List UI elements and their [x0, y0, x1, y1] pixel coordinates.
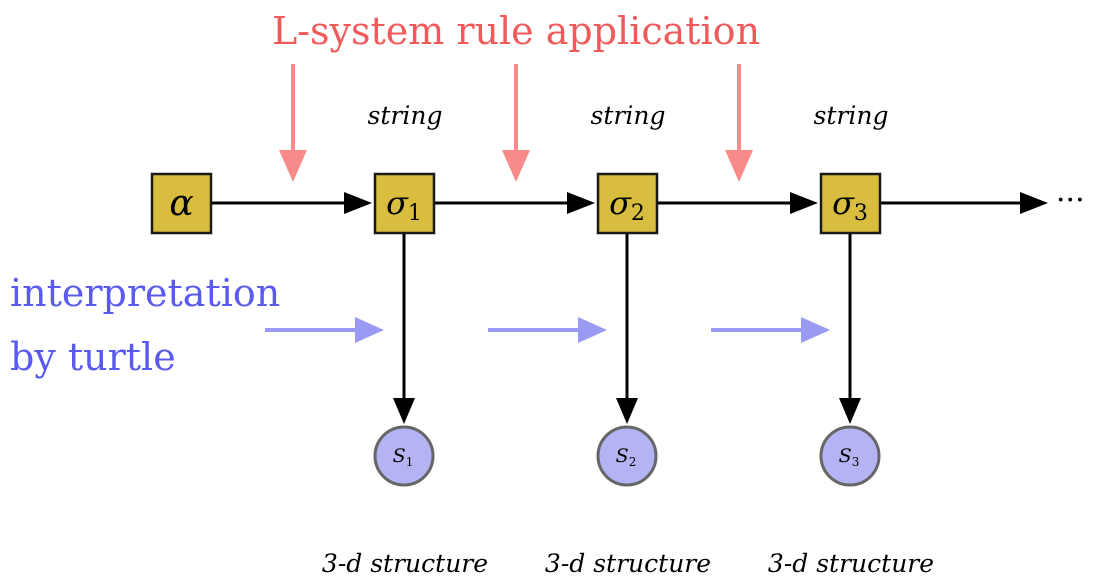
string-index: 2	[631, 201, 645, 226]
svg-text:S1: S1	[393, 445, 414, 469]
side-label-line1: interpretation	[10, 271, 280, 315]
continuation-dots: ···	[1056, 183, 1085, 218]
structure-symbol: S	[616, 445, 629, 467]
structure-node: S3	[819, 425, 881, 487]
structure-node: S2	[596, 425, 658, 487]
structure-label: 3-d structure	[545, 549, 711, 578]
structure-index: 1	[406, 455, 414, 469]
string-node: σ3	[819, 172, 882, 235]
string-symbol: σ	[386, 184, 409, 222]
derivation-arrow	[212, 192, 372, 214]
turtle-arrow	[488, 317, 607, 343]
structure-label: 3-d structure	[768, 549, 934, 578]
string-label: string	[814, 101, 889, 130]
string-node: σ1	[373, 172, 436, 235]
derivation-arrow	[435, 192, 595, 214]
string-index: 3	[854, 201, 868, 226]
turtle-arrow	[265, 317, 384, 343]
axiom-symbol: α	[169, 183, 193, 224]
derivation-arrow	[881, 192, 1048, 214]
derivation-arrow	[658, 192, 818, 214]
svg-text:S3: S3	[839, 445, 860, 469]
svg-text:σ2: σ2	[609, 184, 645, 226]
string-label: string	[591, 101, 666, 130]
structure-symbol: S	[839, 445, 852, 467]
axiom-node: α	[150, 172, 213, 235]
rule-arrow	[725, 64, 753, 182]
structure-index: 2	[629, 455, 637, 469]
svg-text:σ3: σ3	[832, 184, 868, 226]
string-node: σ2	[596, 172, 659, 235]
string-symbol: σ	[832, 184, 855, 222]
string-label: string	[368, 101, 443, 130]
svg-text:σ1: σ1	[386, 184, 422, 226]
diagram-title: L-system rule application	[272, 9, 760, 53]
structure-symbol: S	[393, 445, 406, 467]
interpretation-arrow	[393, 233, 415, 424]
turtle-arrow	[711, 317, 830, 343]
structure-index: 3	[852, 455, 860, 469]
side-label-line2: by turtle	[10, 335, 176, 379]
string-symbol: σ	[609, 184, 632, 222]
svg-text:S2: S2	[616, 445, 637, 469]
rule-arrow	[279, 64, 307, 182]
string-index: 1	[408, 201, 422, 226]
interpretation-arrow	[839, 233, 861, 424]
structure-label: 3-d structure	[322, 549, 488, 578]
rule-arrow	[502, 64, 530, 182]
interpretation-arrow	[616, 233, 638, 424]
structure-node: S1	[373, 425, 435, 487]
